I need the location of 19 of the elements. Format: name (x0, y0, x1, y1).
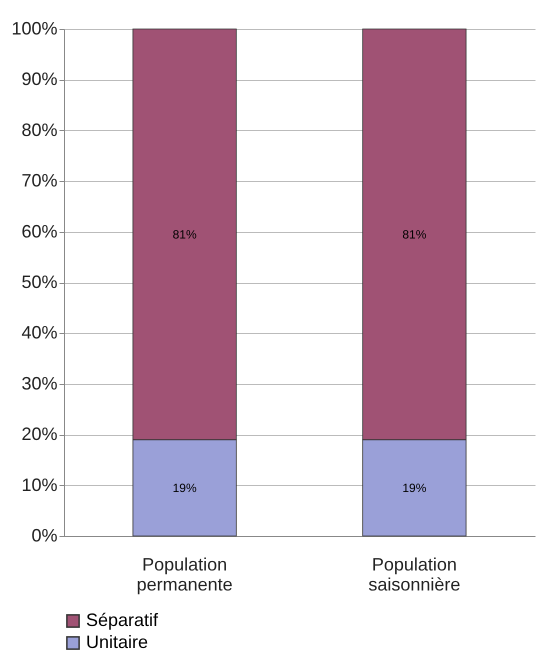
y-tick-label: 90% (21, 69, 58, 90)
y-tick-label: 60% (21, 221, 58, 242)
data-label: 81% (402, 227, 427, 242)
y-tick-label: 100% (11, 18, 58, 38)
y-tick-label: 30% (21, 373, 58, 394)
data-label: 81% (172, 227, 197, 242)
data-label: 19% (402, 480, 427, 495)
y-tick-label: 0% (31, 526, 58, 546)
data-label: 19% (172, 480, 197, 495)
y-tick-label: 80% (21, 120, 58, 140)
y-tick-label: 70% (21, 170, 58, 191)
y-tick-label: 10% (21, 474, 58, 495)
y-tick-label: 40% (21, 322, 58, 343)
y-tick-label: 20% (21, 424, 58, 444)
x-tick-label: Population permanente (136, 554, 233, 594)
legend-label: Unitaire (86, 632, 148, 652)
y-tick-label: 50% (21, 272, 58, 292)
legend-label: Séparatif (86, 610, 160, 630)
x-tick-label: Population saisonnière (368, 554, 460, 594)
